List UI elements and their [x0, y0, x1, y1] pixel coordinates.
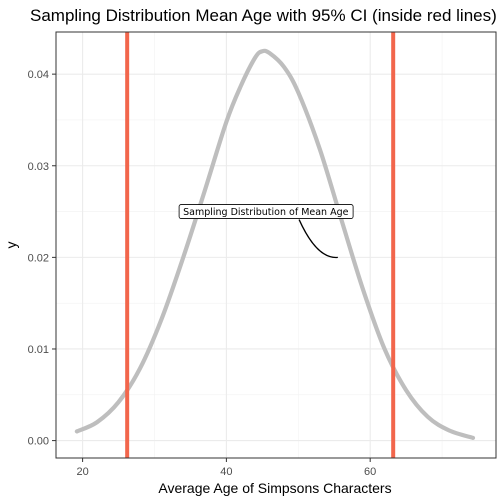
chart-title: Sampling Distribution Mean Age with 95% …	[30, 6, 497, 25]
density-curve	[74, 48, 476, 440]
x-axis-title: Average Age of Simpsons Characters	[158, 480, 391, 496]
x-tick-label: 60	[364, 466, 376, 478]
annotation-label: Sampling Distribution of Mean Age	[183, 207, 349, 218]
y-axis-title: y	[3, 242, 19, 249]
ci-lines	[125, 32, 396, 458]
x-tick-label: 40	[220, 466, 232, 478]
y-tick-label: 0.02	[28, 252, 49, 264]
y-tick-label: 0.03	[28, 161, 49, 173]
y-tick-label: 0.04	[28, 69, 49, 81]
x-tick-label: 20	[76, 466, 88, 478]
series-layer	[74, 48, 476, 440]
x-axis-ticks: 20 40 60	[76, 458, 376, 478]
y-tick-label: 0.01	[28, 344, 49, 356]
y-axis-ticks: 0.00 0.01 0.02 0.03 0.04	[28, 69, 56, 448]
major-gridlines	[56, 32, 496, 458]
y-tick-label: 0.00	[28, 436, 49, 448]
panel-border	[55, 31, 497, 459]
annotation-box	[178, 204, 354, 219]
annotation-layer: Sampling Distribution of Mean Age	[178, 204, 354, 259]
annotation-arrow	[298, 219, 338, 259]
